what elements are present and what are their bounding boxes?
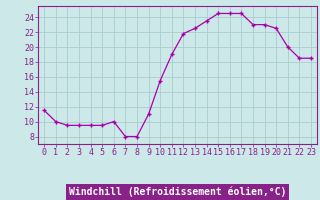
Text: Windchill (Refroidissement éolien,°C): Windchill (Refroidissement éolien,°C): [69, 187, 286, 197]
